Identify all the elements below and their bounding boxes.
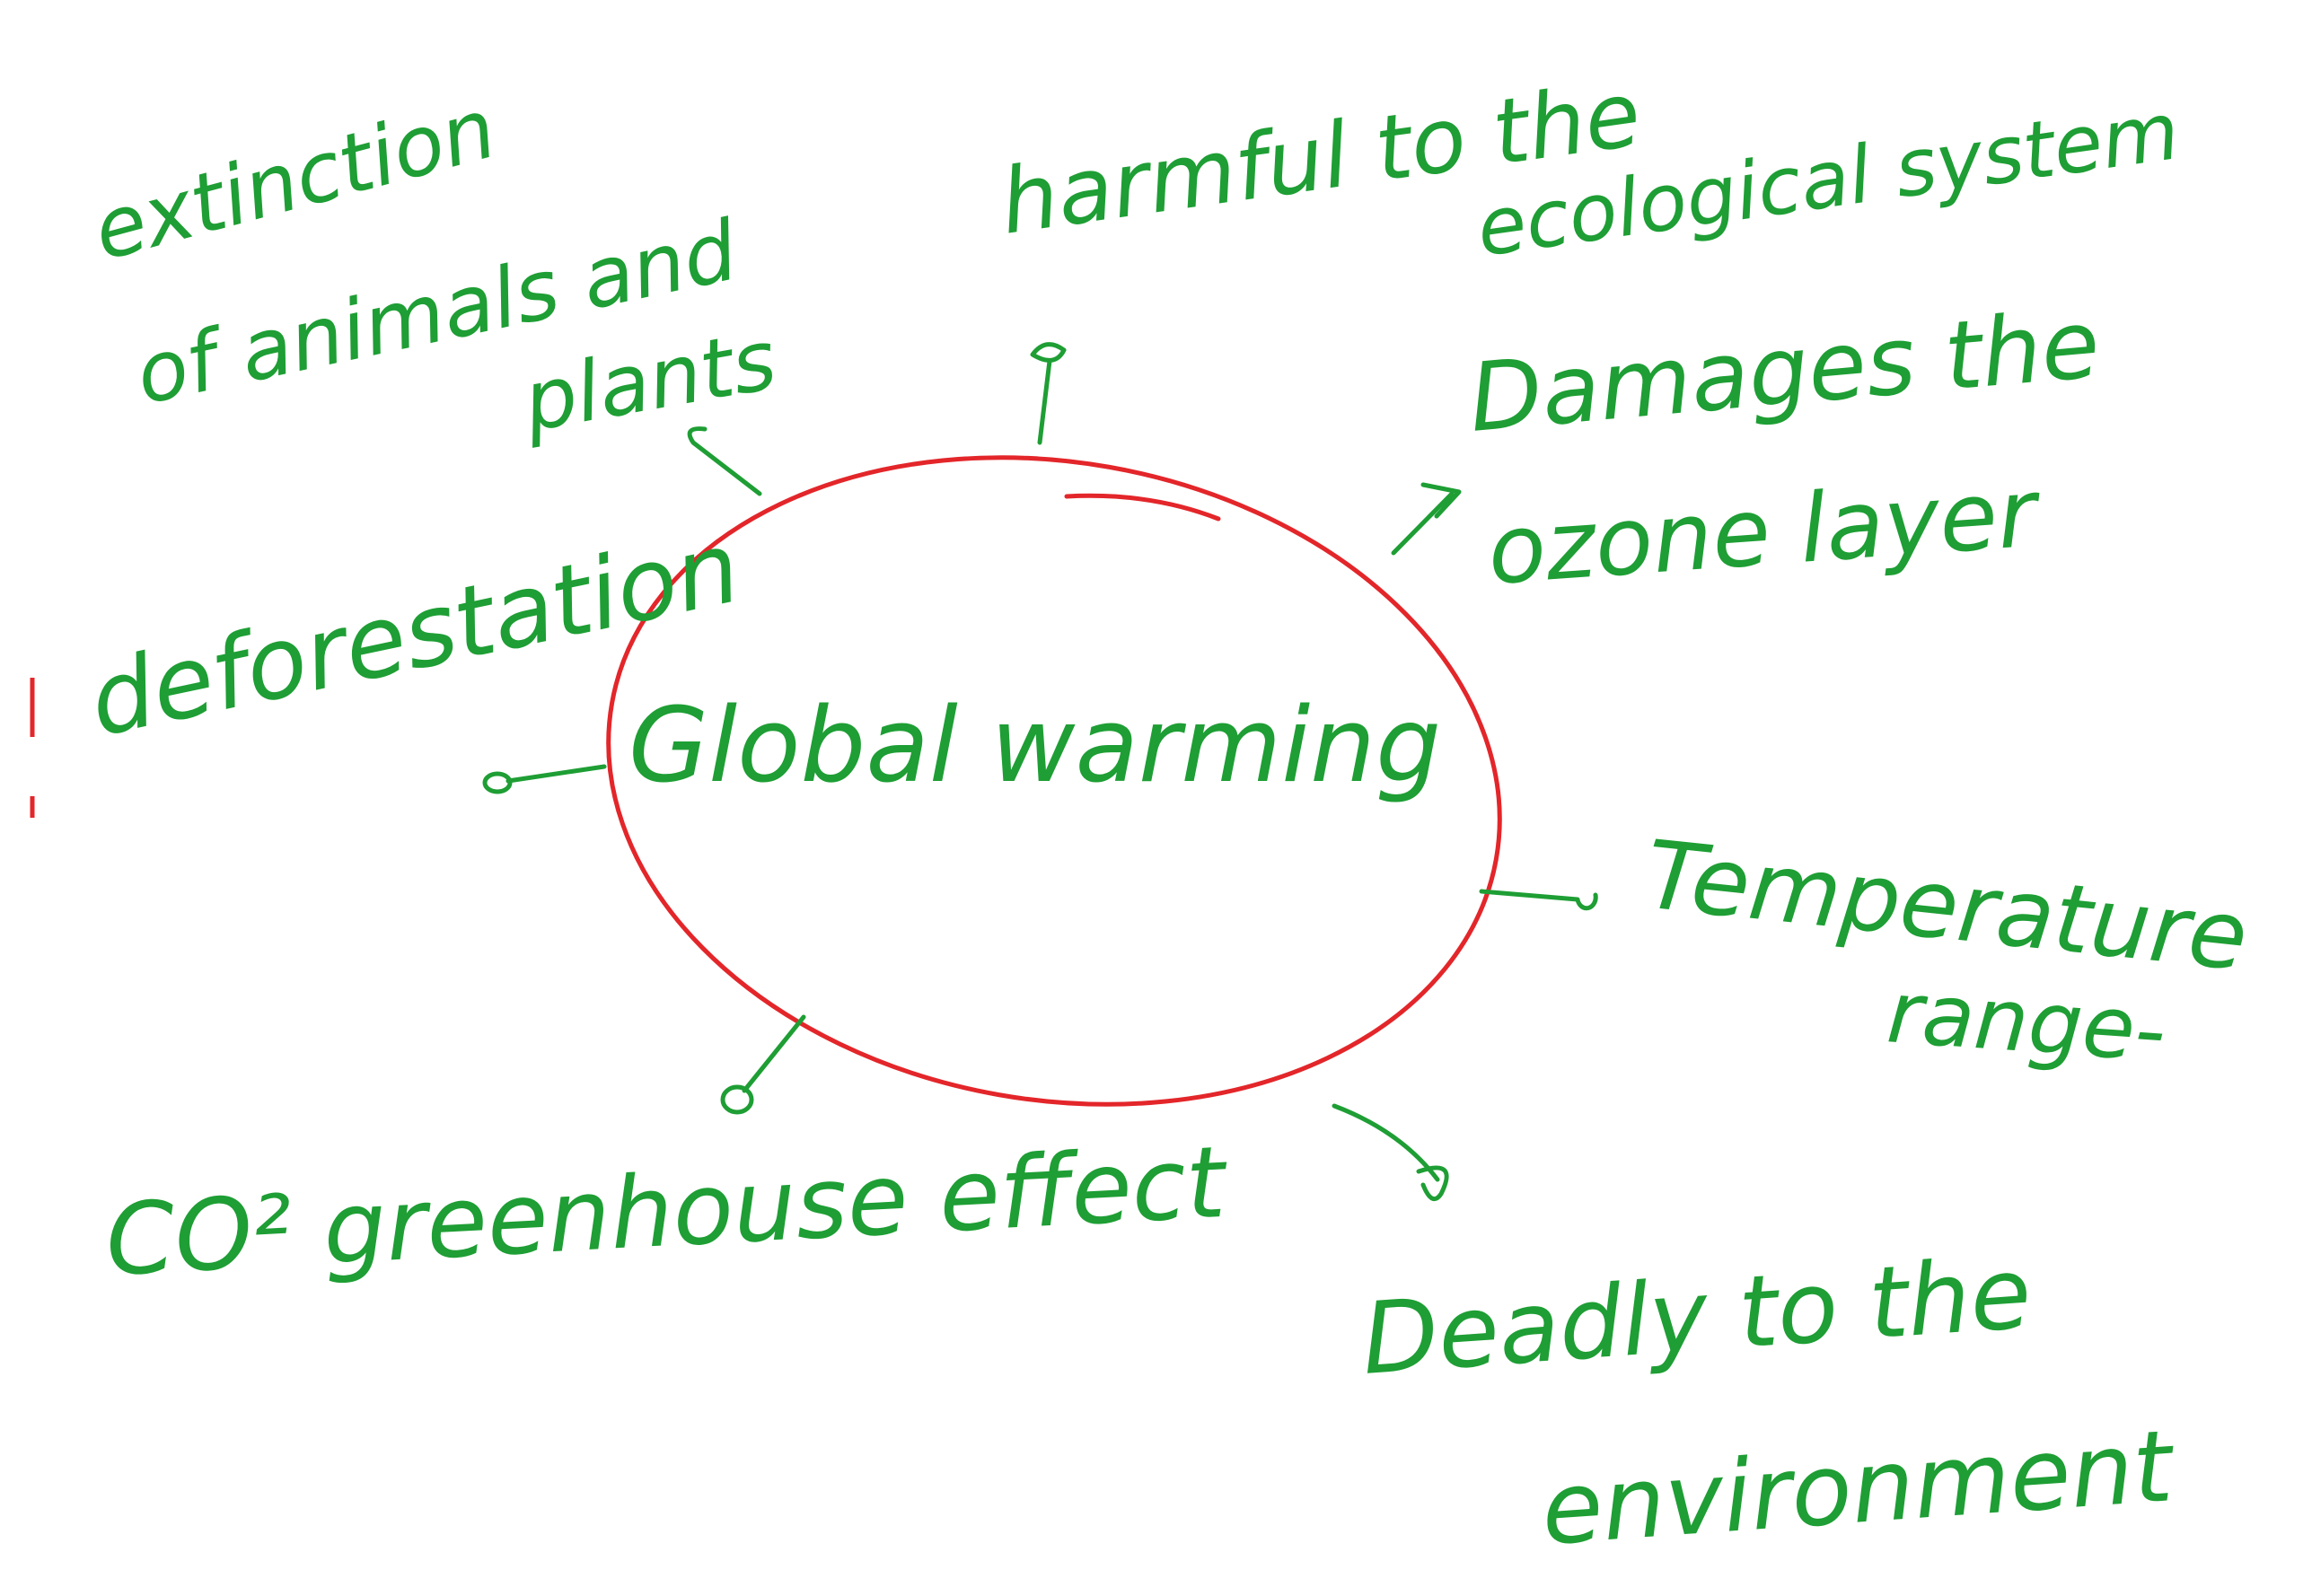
node-label: Temperature — [1640, 820, 2252, 993]
node-label: Deadly to the — [1358, 1235, 2035, 1397]
connector — [485, 767, 604, 792]
node-label: Damages the — [1465, 289, 2104, 453]
node-label: range- — [1884, 963, 2168, 1081]
connector — [723, 1017, 804, 1112]
connector — [1393, 485, 1459, 553]
center-label: Global warming — [629, 686, 1441, 806]
connector — [1033, 345, 1064, 443]
connector — [1481, 891, 1596, 908]
connector — [1334, 1106, 1446, 1199]
node-label: CO² greenhouse effect — [103, 1125, 1231, 1298]
ellipse-overlap — [1067, 495, 1218, 519]
mind-map: Global warming extinctionof animals andp… — [0, 0, 2312, 1596]
node-label: extinction — [84, 80, 505, 279]
node-label: environment — [1538, 1408, 2179, 1567]
node-label: ozone layer — [1484, 458, 2044, 606]
connector — [690, 429, 760, 494]
page: {"center": {"label": "Global warming"}, … — [0, 0, 2312, 1596]
